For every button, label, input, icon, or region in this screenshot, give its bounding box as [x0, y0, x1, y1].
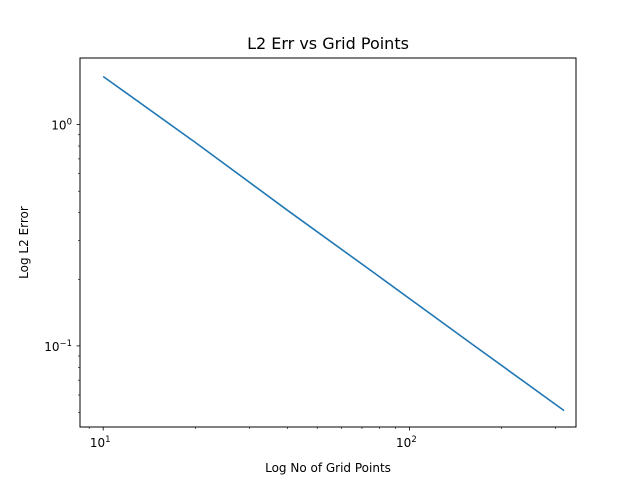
y-tick-label: 100 [51, 118, 72, 133]
x-tick-label: 101 [90, 435, 111, 450]
series-line [102, 75, 565, 412]
plot-frame [79, 57, 577, 428]
x-axis-label: Log No of Grid Points [265, 461, 391, 475]
chart-title: L2 Err vs Grid Points [247, 34, 409, 53]
y-axis-label: Log L2 Error [17, 206, 31, 279]
y-tick-label: 10−1 [44, 339, 72, 354]
series-group [102, 75, 565, 412]
axis-ticks: 101 102 100 10−1 [44, 118, 556, 450]
x-tick-label: 102 [396, 435, 417, 450]
